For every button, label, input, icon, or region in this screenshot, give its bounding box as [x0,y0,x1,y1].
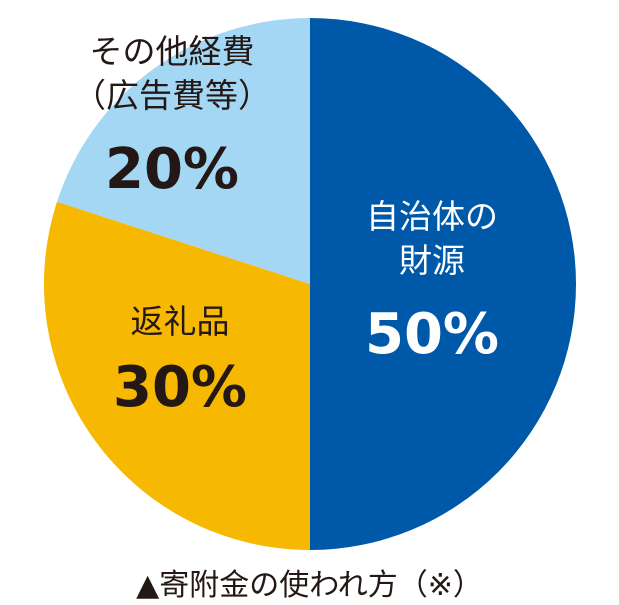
chart-title: ▲寄附金の使われ方（※） [136,568,483,603]
slice-label: 自治体の 財源 [366,197,498,280]
value-label: 50% [364,302,500,367]
slice-label: その他経費 （広告費等） [73,32,271,115]
pie-slice [310,18,576,550]
slice-label: 返礼品 [130,302,230,341]
value-label: 30% [112,355,248,420]
pie-slice [44,201,311,550]
pie-slice [57,18,310,284]
value-label: 20% [104,137,240,202]
